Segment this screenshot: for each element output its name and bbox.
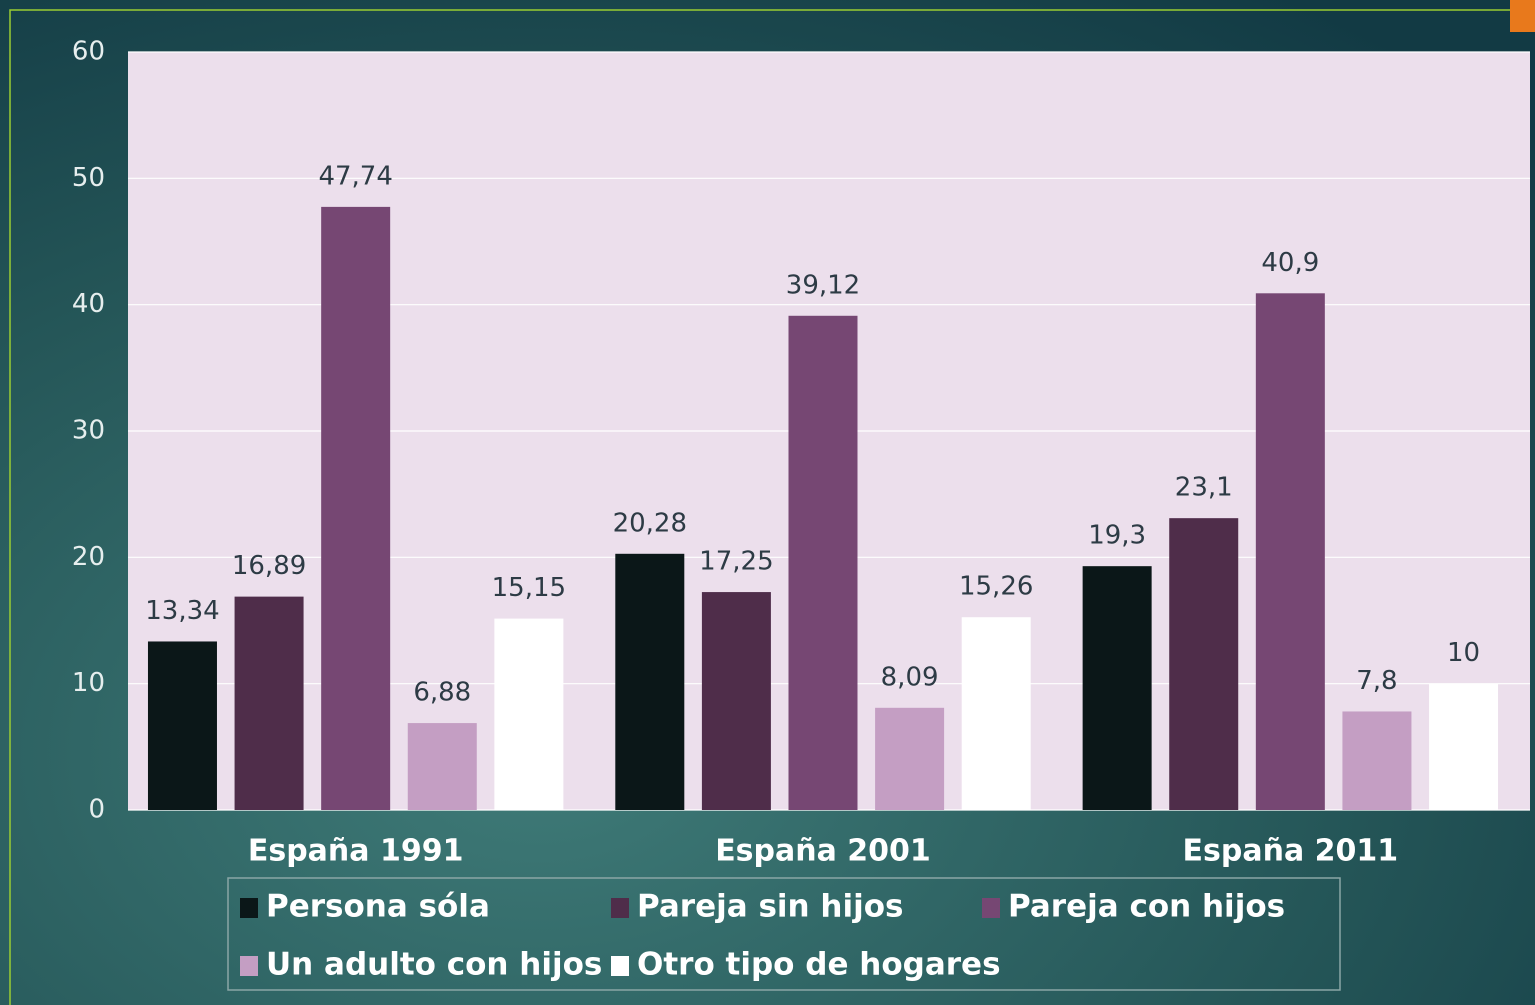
y-tick-label: 20 <box>72 542 105 572</box>
y-tick-label: 60 <box>72 37 105 67</box>
legend-swatch <box>611 898 629 918</box>
legend-label: Persona sóla <box>266 889 490 925</box>
y-tick-label: 40 <box>72 289 105 319</box>
y-tick-label: 0 <box>88 795 105 825</box>
legend-swatch <box>240 898 258 918</box>
value-label: 7,8 <box>1356 666 1397 696</box>
value-label: 40,9 <box>1261 248 1319 278</box>
y-tick-label: 50 <box>72 163 105 193</box>
value-label: 10 <box>1447 638 1480 668</box>
bar <box>615 553 685 810</box>
bar <box>875 707 945 810</box>
bar <box>1342 711 1412 810</box>
value-label: 23,1 <box>1175 473 1233 503</box>
frame-line <box>9 9 1535 1005</box>
x-tick-label: España 2001 <box>715 834 931 869</box>
value-label: 17,25 <box>699 547 773 577</box>
legend-swatch <box>982 898 1000 918</box>
y-tick-label: 10 <box>72 668 105 698</box>
bar <box>234 596 304 810</box>
value-label: 15,15 <box>492 573 566 603</box>
value-label: 15,26 <box>959 572 1033 602</box>
value-label: 47,74 <box>318 161 392 191</box>
bars: España 1991 13,34 16,89 47,74 6,88 15,15 Españ… <box>145 161 1499 869</box>
x-tick-label: España 2011 <box>1183 834 1399 869</box>
legend-label: Pareja con hijos <box>1008 889 1285 925</box>
bar <box>321 206 391 811</box>
y-tick-label: 30 <box>72 416 105 446</box>
bar <box>1429 683 1499 810</box>
legend-box <box>227 877 1341 991</box>
value-label: 6,88 <box>413 678 471 708</box>
bar <box>407 723 477 810</box>
bar <box>1255 293 1325 811</box>
legend-swatch <box>240 956 258 976</box>
legend: Persona sóla Pareja sin hijos Pareja con h… <box>240 889 1285 983</box>
legend-swatch <box>611 956 629 976</box>
bar <box>701 592 771 810</box>
value-label: 16,89 <box>232 551 306 581</box>
legend-label: Pareja sin hijos <box>637 889 903 925</box>
value-label: 20,28 <box>613 508 687 538</box>
x-tick-label: España 1991 <box>248 834 464 869</box>
legend-label: Otro tipo de hogares <box>637 947 1001 983</box>
legend-label: Un adulto con hijos <box>266 947 602 983</box>
bar <box>494 618 564 810</box>
value-label: 19,3 <box>1088 521 1146 551</box>
bar <box>961 617 1031 810</box>
bar <box>1169 518 1239 810</box>
value-label: 39,12 <box>786 270 860 300</box>
bar <box>788 315 858 810</box>
bar <box>147 641 217 810</box>
value-label: 8,09 <box>881 662 939 692</box>
corner-accent <box>1510 0 1535 32</box>
value-label: 13,34 <box>145 596 219 626</box>
bar <box>1082 566 1152 810</box>
